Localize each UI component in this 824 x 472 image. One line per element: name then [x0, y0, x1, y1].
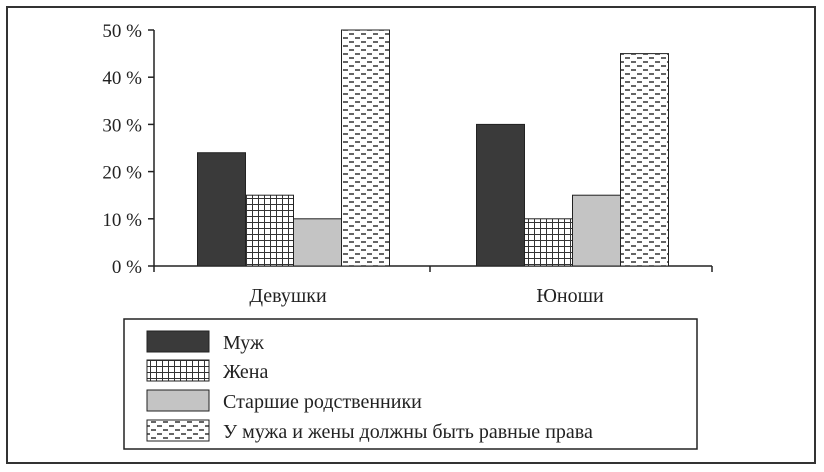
bar	[524, 218, 573, 267]
y-tick-label: 10 %	[102, 210, 142, 231]
bar	[620, 53, 669, 267]
category-label: Девушки	[249, 285, 327, 307]
bar	[341, 29, 390, 267]
legend-label: Жена	[223, 361, 268, 383]
y-tick-label: 20 %	[102, 163, 142, 184]
legend-swatch-relatives	[146, 389, 210, 412]
legend-box	[123, 318, 698, 450]
legend-swatch-equal-rights	[146, 419, 210, 442]
bar	[572, 194, 621, 267]
bar	[245, 194, 294, 267]
y-tick-label: 0 %	[112, 257, 142, 278]
y-tick-label: 40 %	[102, 68, 142, 89]
legend: Муж Жена Старшие родственники У мужа и ж…	[123, 318, 698, 450]
y-tick-label: 50 %	[102, 21, 142, 42]
y-axis: 0 % 10 % 20 % 30 % 40 % 50 %	[102, 21, 155, 278]
legend-label: У мужа и жены должны быть равные права	[223, 421, 593, 443]
category-label: Юноши	[536, 285, 604, 307]
y-tick-label: 30 %	[102, 115, 142, 136]
legend-label: Старшие родственники	[223, 391, 422, 413]
legend-label: Муж	[223, 332, 264, 354]
bar	[476, 123, 525, 267]
legend-swatch-zhena	[146, 359, 210, 382]
bar	[197, 152, 246, 267]
bars	[197, 29, 669, 267]
bar	[293, 218, 342, 267]
x-axis: Девушки Юноши	[153, 265, 713, 307]
legend-swatch-muzh	[146, 330, 210, 353]
